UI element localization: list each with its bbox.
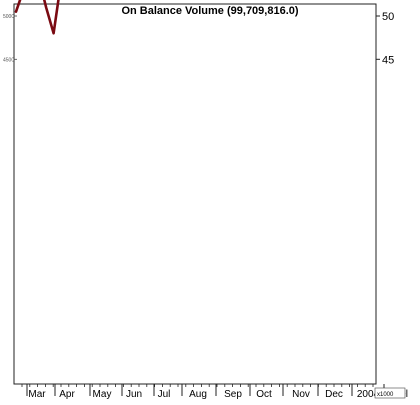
x-tick-label: Apr — [59, 389, 75, 400]
unit-label: x1000 — [377, 392, 394, 398]
y-left-tick-label: 5000 — [3, 14, 14, 20]
x-tick-label: Jun — [126, 389, 142, 400]
x-tick-label: Dec — [325, 389, 343, 400]
label-layer: 4550556065707580859095100105110115450050… — [3, 11, 408, 400]
x-tick-label: May — [93, 389, 112, 400]
y-right-tick-label: 50 — [382, 11, 394, 23]
y-right-tick-label: 45 — [382, 54, 394, 66]
x-tick-label: Aug — [189, 389, 207, 400]
x-tick-label: 2004 — [357, 389, 380, 400]
chart-title: On Balance Volume (99,709,816.0) — [121, 5, 298, 17]
plot-frame — [13, 3, 377, 385]
y-left-tick-label: 4500 — [3, 57, 14, 63]
x-tick-label: Sep — [224, 389, 242, 400]
x-tick-label: Mar — [28, 389, 46, 400]
x-tick-label: Nov — [292, 389, 310, 400]
tick-layer — [14, 15, 385, 396]
unit-box — [374, 387, 406, 399]
x-tick-label: Oct — [256, 389, 272, 400]
x-tick-label: Jul — [158, 389, 171, 400]
